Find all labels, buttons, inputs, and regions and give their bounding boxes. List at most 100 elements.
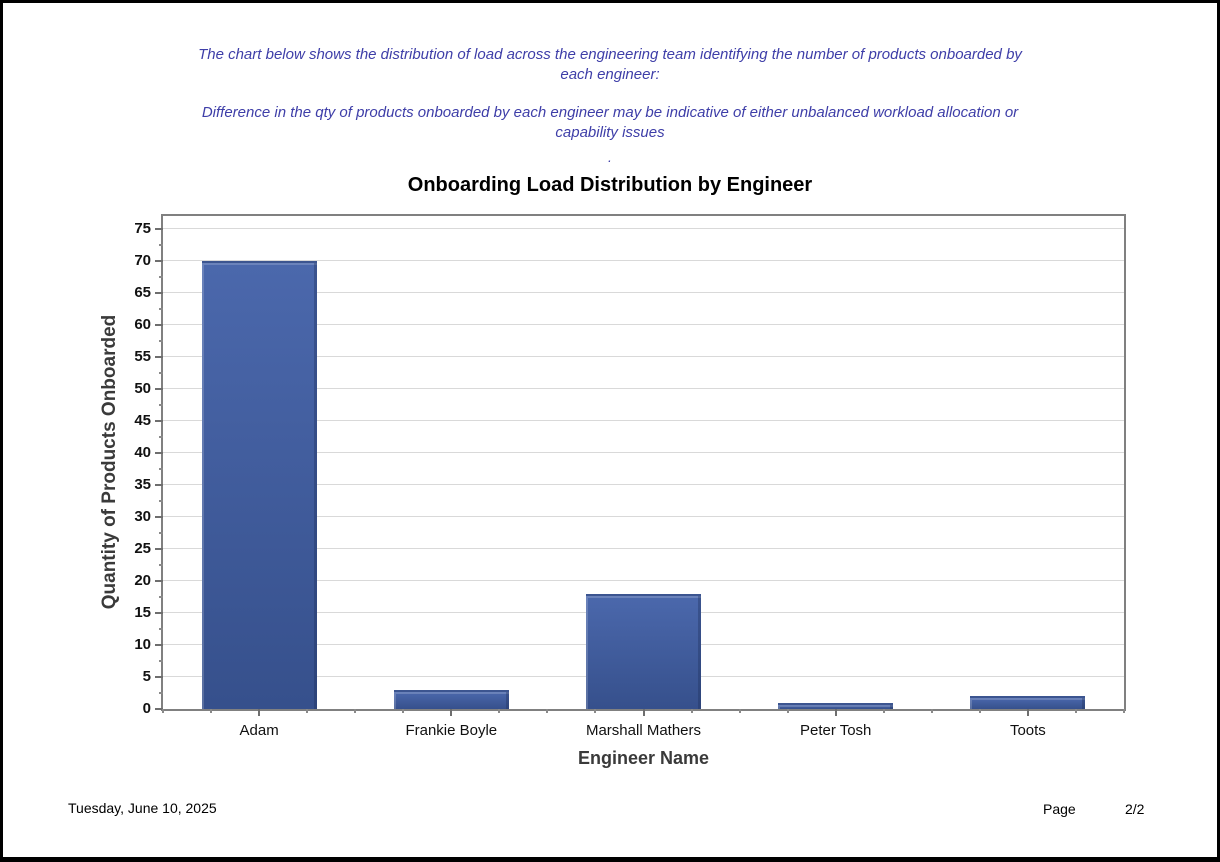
bar-frankie-boyle xyxy=(393,689,509,709)
x-category-label: Toots xyxy=(1009,722,1046,739)
y-axis-minor-tick xyxy=(159,467,163,470)
x-axis-minor-tick xyxy=(306,709,309,713)
y-tick-label: 5 xyxy=(142,668,151,685)
report-header-text: The chart below shows the distribution o… xyxy=(3,45,1217,167)
x-axis-tick xyxy=(642,709,645,716)
y-axis-minor-tick xyxy=(159,435,163,438)
y-tick-label: 0 xyxy=(142,700,151,717)
y-tick-label: 55 xyxy=(134,347,151,365)
y-tick-label: 50 xyxy=(134,379,151,397)
y-axis-minor-tick xyxy=(159,595,163,598)
gridline xyxy=(163,355,1124,357)
x-axis-minor-tick xyxy=(594,709,597,713)
bar-adam xyxy=(201,260,317,709)
x-axis-minor-tick xyxy=(1074,709,1077,713)
y-axis-minor-tick xyxy=(159,275,163,278)
x-axis-tick xyxy=(258,709,261,716)
x-axis-minor-tick xyxy=(1123,709,1125,713)
header-paragraph-1: The chart below shows the distribution o… xyxy=(198,46,1022,83)
y-axis-minor-tick xyxy=(159,339,163,342)
plot-area: 0 5 10 15 20 25 30 35 40 45 50 55 60 65 70 75 Adam Franki… xyxy=(134,214,1126,739)
x-axis-minor-tick xyxy=(546,709,549,713)
x-axis-tick xyxy=(834,709,837,716)
x-category-label: Peter Tosh xyxy=(799,722,872,739)
y-axis-minor-tick xyxy=(159,531,163,534)
gridline xyxy=(163,483,1124,485)
y-axis-minor-tick xyxy=(159,627,163,630)
y-axis-tick xyxy=(155,291,163,294)
y-axis-tick xyxy=(155,708,163,710)
y-tick-label: 25 xyxy=(134,539,151,557)
y-tick-label: 30 xyxy=(134,507,151,525)
y-axis-minor-tick xyxy=(159,243,163,246)
y-axis-minor-tick xyxy=(159,307,163,310)
y-axis-tick xyxy=(155,451,163,454)
y-tick-label: 70 xyxy=(134,251,151,269)
gridline xyxy=(163,451,1124,453)
x-axis-minor-tick xyxy=(978,709,981,713)
y-tick-label: 45 xyxy=(134,411,151,429)
y-axis-tick xyxy=(155,515,163,518)
gridline xyxy=(163,227,1124,229)
gridline xyxy=(163,291,1124,293)
y-axis-minor-tick xyxy=(159,563,163,566)
y-axis-minor-tick xyxy=(159,403,163,406)
x-axis-minor-tick xyxy=(402,709,405,713)
y-axis-tick xyxy=(155,611,163,614)
x-axis-minor-tick xyxy=(498,709,501,713)
footer-page-number: 2/2 xyxy=(1125,801,1145,817)
x-axis-tick xyxy=(450,709,453,716)
gridline xyxy=(163,387,1124,389)
x-axis-minor-tick xyxy=(738,709,741,713)
gridline xyxy=(163,259,1124,261)
y-tick-label: 15 xyxy=(134,603,151,621)
y-axis-minor-tick xyxy=(159,371,163,374)
x-axis-minor-tick xyxy=(690,709,693,713)
x-axis-minor-tick xyxy=(786,709,789,713)
x-axis-title: Engineer Name xyxy=(577,748,710,768)
gridline xyxy=(163,547,1124,549)
y-tick-label: 75 xyxy=(134,219,151,237)
y-tick-label: 20 xyxy=(134,571,151,589)
gridline xyxy=(163,579,1124,581)
x-axis-minor-tick xyxy=(354,709,357,713)
y-tick-label: 35 xyxy=(134,475,151,493)
x-category-label: Adam xyxy=(239,722,279,739)
y-tick-label: 10 xyxy=(134,635,151,653)
y-axis-tick xyxy=(155,259,163,262)
y-tick-label: 40 xyxy=(134,443,151,461)
x-category-label: Frankie Boyle xyxy=(405,722,498,739)
y-tick-label: 60 xyxy=(134,315,151,333)
footer-date: Tuesday, June 10, 2025 xyxy=(68,800,217,816)
gridline xyxy=(163,323,1124,325)
x-axis-minor-tick xyxy=(162,709,164,713)
y-axis-minor-tick xyxy=(159,659,163,662)
y-axis-tick xyxy=(155,387,163,390)
y-axis-tick xyxy=(155,579,163,582)
y-axis-tick xyxy=(155,483,163,486)
footer-page-label: Page xyxy=(1043,801,1076,817)
x-category-label: Marshall Mathers xyxy=(585,722,702,739)
y-axis-tick xyxy=(155,643,163,646)
header-trailing-dot: . xyxy=(608,149,612,165)
gridline xyxy=(163,419,1124,421)
y-axis-minor-tick xyxy=(159,499,163,502)
y-tick-label: 65 xyxy=(134,283,151,301)
bar-peter-tosh xyxy=(778,702,894,709)
y-axis-tick xyxy=(155,547,163,550)
y-axis-tick xyxy=(155,227,163,230)
gridline xyxy=(163,515,1124,517)
y-axis-tick xyxy=(155,323,163,326)
x-axis-tick xyxy=(1026,709,1029,716)
bar-toots xyxy=(970,696,1086,709)
bar-marshall-mathers xyxy=(586,593,701,709)
y-axis-tick xyxy=(155,355,163,358)
y-axis-tick xyxy=(155,676,163,678)
y-axis-tick xyxy=(155,419,163,422)
chart-title: Onboarding Load Distribution by Engineer xyxy=(407,174,813,196)
x-axis-minor-tick xyxy=(210,709,213,713)
y-axis-minor-tick xyxy=(159,692,163,694)
header-paragraph-2: Difference in the qty of products onboar… xyxy=(201,104,1019,141)
x-axis-minor-tick xyxy=(882,709,885,713)
